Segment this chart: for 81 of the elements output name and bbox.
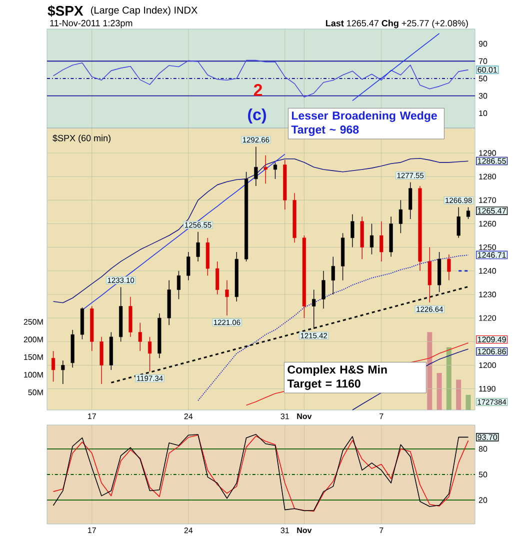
x-tick-label: 7 — [380, 414, 384, 420]
candlestick — [254, 146, 258, 186]
candlestick — [447, 254, 451, 281]
text: Last 1265.47 Chg +25.77 (+2.08%) — [326, 20, 468, 28]
y2-tick-label: 250M — [24, 319, 43, 325]
text: 1286.55 — [478, 158, 506, 164]
y-tick-label: 80 — [478, 446, 488, 452]
line-series — [52, 60, 469, 98]
y-tick-label: 1290 — [479, 150, 496, 156]
line-series — [198, 254, 469, 402]
y-tick-label: 50 — [478, 472, 488, 478]
candlestick — [225, 280, 229, 316]
candlestick — [100, 336, 104, 384]
x-tick-label: 7 — [380, 528, 384, 534]
candlestick — [273, 162, 278, 180]
candlestick — [176, 270, 181, 300]
y-tick-label: 1250 — [479, 244, 496, 250]
annotation: (c) — [248, 108, 266, 124]
annotation: 2 — [254, 84, 262, 96]
candlestick — [312, 289, 316, 330]
y-tick-label: 90 — [478, 40, 488, 47]
text: 1265.47 — [478, 208, 506, 214]
candlestick — [61, 360, 65, 384]
bar — [436, 372, 442, 410]
y-tick-label: 1260 — [479, 220, 496, 227]
candlestick — [370, 223, 374, 255]
y-tick-label: 70 — [478, 58, 488, 64]
y-tick-label: 1270 — [479, 197, 496, 203]
y2-tick-label: 200M — [24, 336, 43, 342]
y-tick-label: 1190 — [479, 386, 496, 392]
candlestick — [322, 270, 326, 309]
x-tick-label: 24 — [184, 528, 193, 534]
annotation: Complex H&S Min Target = 1160 — [287, 365, 387, 390]
text: 1206.86 — [478, 348, 506, 354]
x-tick-label: 17 — [88, 528, 96, 534]
text: 1246.71 — [478, 252, 506, 258]
candlestick — [216, 261, 220, 295]
y-tick-label: 30 — [478, 93, 488, 99]
candlestick — [331, 256, 335, 295]
y2-tick-label: 100M — [24, 372, 43, 378]
x-tick-label: Nov — [297, 414, 312, 420]
text: 60.01 — [478, 66, 497, 73]
candlestick — [196, 232, 200, 262]
candlestick — [186, 252, 190, 281]
bar — [456, 380, 462, 410]
candlestick — [148, 336, 152, 372]
y2-tick-label: 150M — [24, 354, 43, 360]
y-tick-label: 50 — [478, 76, 488, 82]
chart-subtitle: (Large Cap Index) INDX — [91, 6, 198, 16]
text: 93.70 — [478, 434, 498, 440]
candlestick — [398, 200, 402, 234]
y2-tick-label: 50M — [28, 390, 43, 396]
text: 1209.49 — [478, 336, 506, 342]
candlestick — [428, 246, 432, 303]
y-tick-label: 1200 — [479, 362, 496, 368]
candlestick — [456, 206, 460, 238]
y-tick-label: 10 — [479, 110, 488, 116]
x-tick-label: 31 — [280, 528, 289, 534]
annotation: Lesser Broadening Wedge Target ~ 968 — [291, 111, 437, 136]
candlestick — [408, 182, 412, 220]
chart-title: $SPX — [48, 5, 84, 17]
x-tick-label: 17 — [88, 414, 96, 420]
x-tick-label: Nov — [297, 528, 312, 534]
bar — [446, 347, 452, 410]
candlestick — [466, 206, 470, 220]
y-tick-label: 20 — [478, 497, 488, 503]
text: 11-Nov-2011 1:23pm — [50, 20, 132, 28]
x-tick-label: 24 — [184, 414, 193, 420]
bar — [466, 394, 471, 410]
candlestick — [264, 154, 268, 184]
bar — [427, 332, 432, 410]
y-tick-label: 1240 — [479, 268, 496, 274]
candlestick — [138, 322, 142, 352]
candlestick — [350, 214, 354, 248]
candlestick — [380, 221, 384, 262]
y-tick-label: 1220 — [479, 315, 496, 321]
y-tick-label: 1230 — [479, 292, 496, 298]
x-tick-label: 31 — [280, 414, 289, 420]
candlestick — [51, 350, 56, 382]
y-tick-label: 1280 — [479, 174, 496, 180]
annotation: $SPX (60 min) — [52, 134, 110, 144]
